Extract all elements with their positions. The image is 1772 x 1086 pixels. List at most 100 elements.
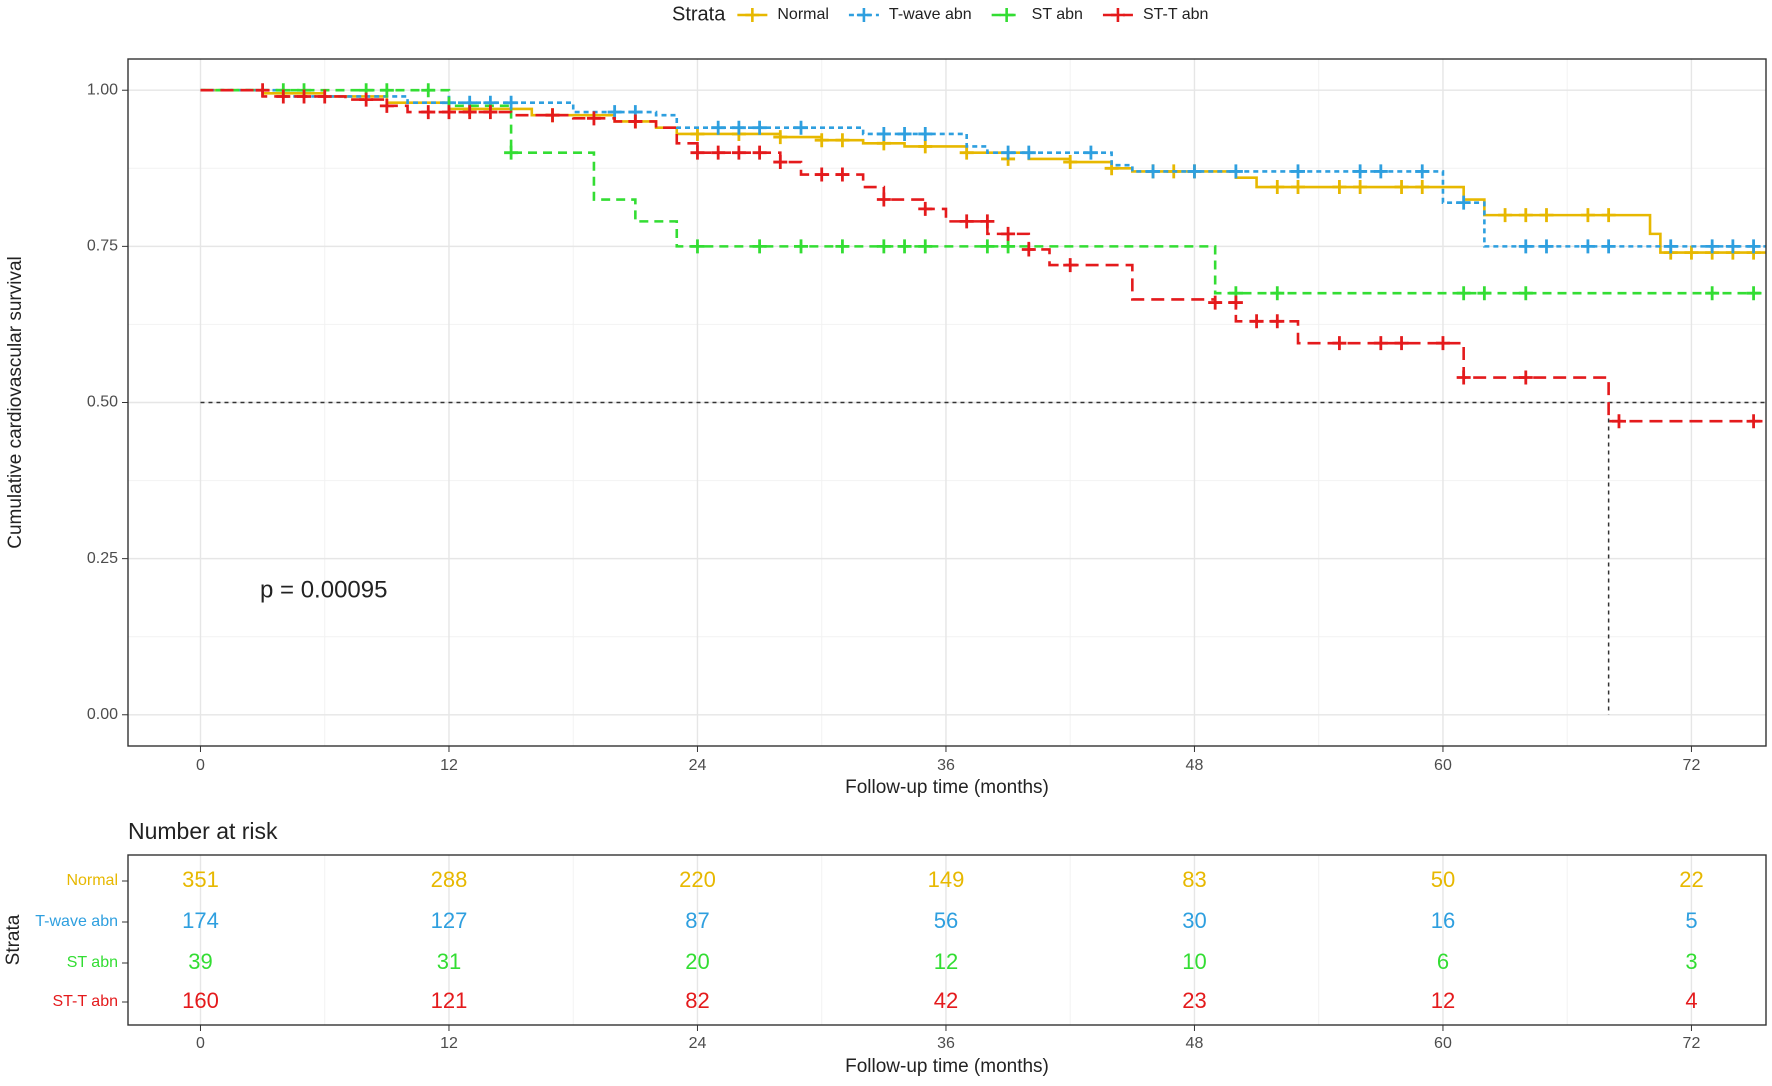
table-title: Number at risk <box>128 818 278 844</box>
legend-label: ST-T abn <box>1143 6 1209 23</box>
censor-mark <box>1208 295 1223 310</box>
censor-mark <box>1663 239 1678 254</box>
censor-mark <box>379 98 394 113</box>
risk-count: 288 <box>431 867 468 892</box>
x-tick-label: 72 <box>1683 1035 1701 1052</box>
y-tick-label: 0.75 <box>87 238 118 255</box>
y-tick-label: 0.00 <box>87 706 118 723</box>
censor-mark <box>876 192 891 207</box>
risk-count: 42 <box>934 988 958 1013</box>
y-tick-label: 1.00 <box>87 81 118 98</box>
censor-mark <box>1518 286 1533 301</box>
censor-mark <box>1332 180 1347 195</box>
x-tick-label: 60 <box>1434 1035 1452 1052</box>
censor-mark <box>1291 164 1305 179</box>
x-tick-label: 48 <box>1186 1035 1204 1052</box>
censor-mark <box>255 83 270 98</box>
x-tick-label: 48 <box>1186 757 1204 774</box>
censor-mark <box>752 239 767 254</box>
risk-count: 12 <box>1431 988 1455 1013</box>
censor-mark <box>918 139 933 154</box>
censor-mark <box>1353 180 1368 195</box>
legend-censor <box>856 8 871 22</box>
risk-count: 121 <box>431 988 468 1013</box>
censor-mark <box>711 145 726 160</box>
censor-mark <box>1746 239 1761 254</box>
censor-mark <box>897 239 912 254</box>
censor-mark <box>628 114 643 129</box>
censor-mark <box>504 145 519 160</box>
censor-mark <box>1373 164 1388 179</box>
censor-mark <box>773 155 788 170</box>
censor-mark <box>421 83 436 98</box>
risk-count: 5 <box>1685 908 1697 933</box>
legend-censor <box>1110 8 1125 22</box>
censor-mark <box>441 105 456 120</box>
censor-mark <box>1001 239 1016 254</box>
censor-mark <box>1063 155 1078 170</box>
censor-mark <box>690 145 705 160</box>
censor-mark <box>504 95 519 110</box>
censor-mark <box>297 89 312 104</box>
risk-count: 3 <box>1685 949 1697 974</box>
plot-border <box>127 58 1767 747</box>
censor-mark <box>1394 336 1409 351</box>
censor-mark <box>379 83 394 98</box>
censor-mark <box>1456 286 1471 301</box>
censor-mark <box>1611 414 1626 429</box>
censor-mark <box>1001 226 1016 241</box>
censor-mark <box>1435 336 1450 351</box>
censor-mark <box>1291 180 1305 195</box>
risk-count: 220 <box>679 867 716 892</box>
censor-mark <box>1353 164 1368 179</box>
censor-mark <box>711 120 726 135</box>
censor-mark <box>1394 180 1409 195</box>
censor-mark <box>1270 314 1285 329</box>
annotation: p = 0.00095 <box>260 576 387 603</box>
censor-mark <box>959 214 974 229</box>
survival-curve <box>200 88 1766 423</box>
risk-count: 174 <box>182 908 219 933</box>
censor-mark <box>1001 145 1016 160</box>
censor-mark <box>835 133 850 148</box>
censor-mark <box>1270 180 1285 195</box>
legend-label: Normal <box>777 6 829 23</box>
censor-mark <box>1332 336 1347 351</box>
censor-mark <box>794 120 809 135</box>
y-axis-title: Cumulative cardiovascular survival <box>5 256 26 549</box>
risk-count: 160 <box>182 988 219 1013</box>
censor-mark <box>1249 314 1264 329</box>
y-tick-label: 0.50 <box>87 394 118 411</box>
censor-mark <box>897 126 912 141</box>
censor-mark <box>731 120 746 135</box>
censor-mark <box>1580 208 1595 223</box>
censor-mark <box>690 239 705 254</box>
risk-count: 149 <box>928 867 965 892</box>
censor-mark <box>586 111 601 126</box>
survival-curve <box>200 88 1766 295</box>
censor-mark <box>1146 164 1161 179</box>
censor-mark <box>1456 195 1471 210</box>
censor-mark <box>752 145 767 160</box>
censor-mark <box>1539 239 1554 254</box>
censor-mark <box>1270 286 1285 301</box>
censor-mark <box>1187 164 1202 179</box>
censor-mark <box>1518 239 1533 254</box>
censor-mark <box>1539 208 1554 223</box>
censor-mark <box>1228 164 1243 179</box>
censor-mark <box>1746 286 1761 301</box>
censor-mark <box>814 133 829 148</box>
x-tick-label: 72 <box>1683 757 1701 774</box>
row-label: T-wave abn <box>35 913 118 930</box>
risk-count: 22 <box>1679 867 1703 892</box>
risk-count: 39 <box>188 949 212 974</box>
legend-title: Strata <box>672 3 726 25</box>
risk-count: 83 <box>1182 867 1206 892</box>
x-tick-label: 24 <box>689 757 707 774</box>
censor-mark <box>1601 208 1616 223</box>
censor-mark <box>918 126 933 141</box>
survival-curve <box>200 88 1766 248</box>
censor-mark <box>1456 370 1471 385</box>
x-axis-title: Follow-up time (months) <box>845 777 1049 798</box>
